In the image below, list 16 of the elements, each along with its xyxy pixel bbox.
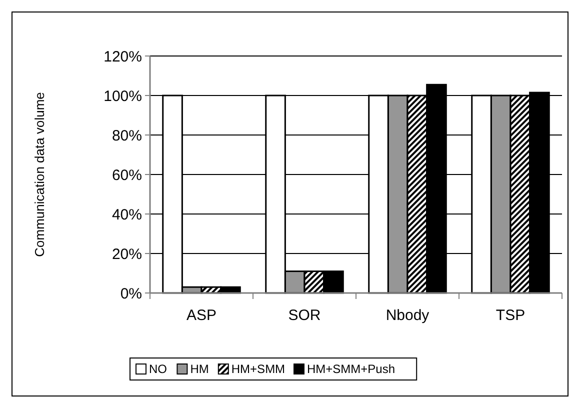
legend-label: NO [149, 362, 167, 376]
y-axis-title: Communication data volume [32, 92, 47, 257]
legend-label: HM+SMM+Push [307, 362, 396, 376]
x-tick-label: SOR [288, 307, 321, 324]
y-tick-label: 60% [112, 166, 142, 184]
y-tick-label: 100% [104, 88, 142, 105]
legend-label: HM+SMM [231, 362, 286, 376]
y-tick-label: 40% [112, 206, 142, 224]
y-tick-label: 80% [112, 127, 142, 144]
x-tick-label: Nbody [386, 307, 430, 324]
y-tick-label: 0% [120, 285, 142, 302]
x-tick-label: ASP [186, 307, 217, 324]
y-tick-label: 120% [104, 48, 142, 66]
y-tick-label: 20% [112, 246, 142, 263]
legend-label: HM [190, 362, 209, 376]
x-tick-label: TSP [496, 307, 526, 324]
